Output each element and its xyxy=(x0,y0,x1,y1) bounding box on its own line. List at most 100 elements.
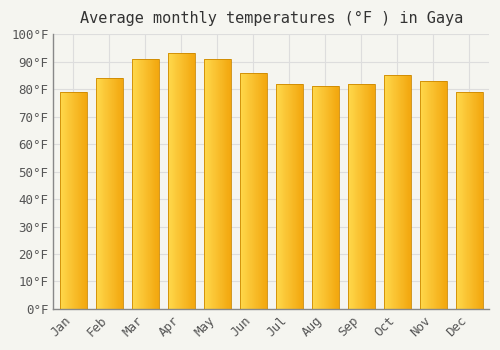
Bar xyxy=(401,76,402,309)
Bar xyxy=(253,73,254,309)
Bar xyxy=(174,54,176,309)
Bar xyxy=(441,81,442,309)
Bar xyxy=(136,59,137,309)
Bar xyxy=(356,84,357,309)
Bar xyxy=(184,54,185,309)
Bar xyxy=(469,92,470,309)
Bar xyxy=(119,78,120,309)
Bar xyxy=(370,84,371,309)
Bar xyxy=(209,59,210,309)
Bar xyxy=(246,73,248,309)
Bar xyxy=(132,59,158,309)
Bar xyxy=(83,92,84,309)
Bar xyxy=(212,59,213,309)
Bar xyxy=(138,59,139,309)
Bar xyxy=(170,54,171,309)
Bar xyxy=(97,78,98,309)
Bar xyxy=(210,59,212,309)
Bar xyxy=(348,84,374,309)
Bar xyxy=(276,84,302,309)
Bar xyxy=(157,59,158,309)
Bar xyxy=(402,76,403,309)
Bar xyxy=(205,59,206,309)
Bar xyxy=(240,73,241,309)
Bar xyxy=(362,84,363,309)
Bar xyxy=(391,76,392,309)
Bar xyxy=(69,92,70,309)
Bar xyxy=(190,54,191,309)
Bar xyxy=(284,84,285,309)
Bar xyxy=(61,92,62,309)
Bar xyxy=(406,76,407,309)
Bar xyxy=(262,73,263,309)
Bar xyxy=(133,59,134,309)
Bar xyxy=(185,54,186,309)
Bar xyxy=(387,76,388,309)
Bar xyxy=(432,81,433,309)
Bar xyxy=(479,92,480,309)
Bar xyxy=(351,84,352,309)
Bar xyxy=(66,92,67,309)
Bar xyxy=(429,81,430,309)
Bar xyxy=(290,84,291,309)
Bar xyxy=(243,73,244,309)
Bar xyxy=(182,54,183,309)
Bar xyxy=(86,92,87,309)
Bar xyxy=(293,84,294,309)
Bar xyxy=(102,78,103,309)
Bar xyxy=(101,78,102,309)
Bar xyxy=(259,73,260,309)
Bar xyxy=(134,59,135,309)
Bar xyxy=(392,76,393,309)
Bar xyxy=(177,54,178,309)
Bar xyxy=(152,59,153,309)
Bar xyxy=(84,92,85,309)
Bar xyxy=(172,54,173,309)
Bar xyxy=(314,86,315,309)
Bar xyxy=(217,59,218,309)
Bar xyxy=(456,92,482,309)
Bar xyxy=(179,54,180,309)
Bar xyxy=(463,92,464,309)
Bar xyxy=(72,92,74,309)
Bar xyxy=(114,78,115,309)
Bar xyxy=(226,59,227,309)
Bar xyxy=(173,54,174,309)
Bar xyxy=(393,76,394,309)
Bar xyxy=(224,59,225,309)
Bar xyxy=(301,84,302,309)
Bar xyxy=(474,92,475,309)
Bar xyxy=(225,59,226,309)
Bar xyxy=(105,78,106,309)
Bar xyxy=(299,84,300,309)
Bar xyxy=(116,78,117,309)
Bar xyxy=(223,59,224,309)
Bar xyxy=(300,84,301,309)
Bar xyxy=(396,76,397,309)
Bar xyxy=(456,92,457,309)
Bar xyxy=(140,59,141,309)
Bar xyxy=(71,92,72,309)
Bar xyxy=(75,92,76,309)
Bar xyxy=(465,92,466,309)
Bar xyxy=(475,92,476,309)
Bar xyxy=(434,81,436,309)
Bar xyxy=(388,76,389,309)
Bar xyxy=(100,78,101,309)
Bar xyxy=(178,54,179,309)
Bar xyxy=(215,59,216,309)
Bar xyxy=(408,76,409,309)
Bar xyxy=(365,84,366,309)
Bar xyxy=(476,92,477,309)
Bar xyxy=(472,92,473,309)
Bar xyxy=(405,76,406,309)
Bar xyxy=(144,59,145,309)
Bar xyxy=(394,76,395,309)
Bar xyxy=(241,73,242,309)
Bar xyxy=(354,84,355,309)
Bar xyxy=(363,84,364,309)
Bar xyxy=(96,78,97,309)
Bar xyxy=(322,86,323,309)
Bar xyxy=(168,54,194,309)
Bar xyxy=(252,73,253,309)
